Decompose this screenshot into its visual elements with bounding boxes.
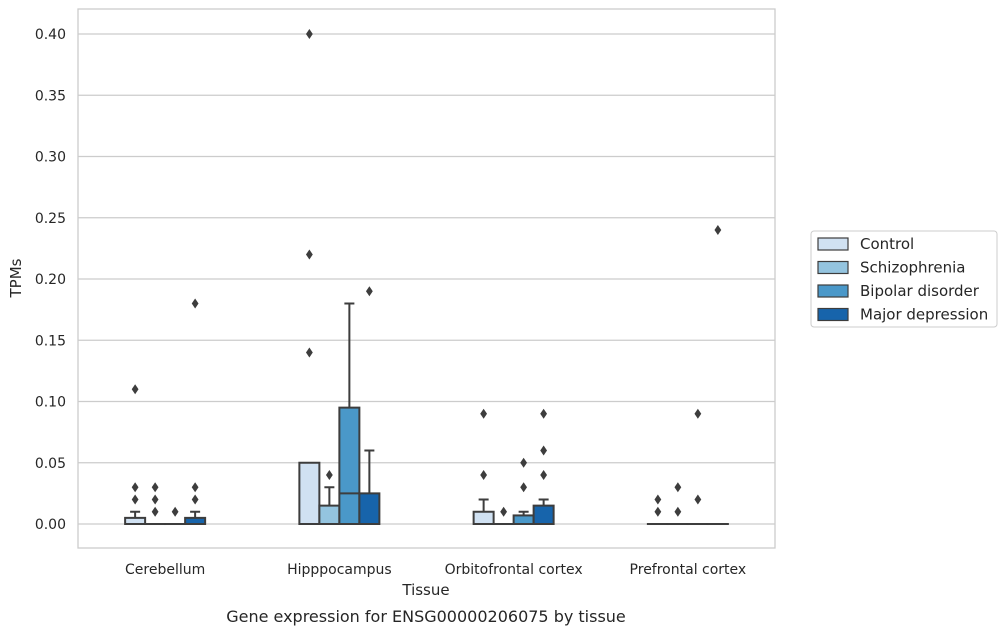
box-control — [298, 461, 321, 525]
chart-caption: Gene expression for ENSG00000206075 by t… — [226, 607, 626, 626]
box-series — [124, 302, 729, 526]
box-control — [472, 498, 495, 525]
legend-label: Control — [860, 235, 914, 253]
outlier-point — [480, 408, 488, 419]
outlier-point — [500, 506, 508, 517]
outlier-point — [540, 408, 548, 419]
outlier-point — [520, 457, 528, 468]
y-tick-label: 0.20 — [35, 272, 66, 288]
legend-swatch — [817, 237, 849, 251]
box-body — [512, 514, 535, 525]
outlier-point — [540, 470, 548, 480]
outlier-point — [674, 482, 682, 493]
legend-label: Major depression — [860, 306, 988, 324]
box-control — [124, 510, 147, 525]
outlier-point — [305, 347, 313, 358]
y-tick-label: 0.30 — [35, 150, 66, 166]
outlier-point — [305, 249, 313, 260]
y-tick-labels: 0.00 0.05 0.10 0.15 0.20 0.25 0.30 0.35 0.40 — [35, 27, 66, 533]
outlier-point — [305, 29, 313, 39]
outlier-point — [654, 494, 662, 505]
outlier-point — [151, 494, 159, 505]
box-body — [338, 406, 361, 525]
box-body — [472, 510, 495, 525]
y-tick-label: 0.05 — [35, 456, 66, 472]
outlier-point — [191, 494, 199, 505]
box-bipolar-disorder — [512, 510, 535, 525]
legend-swatch — [817, 284, 849, 298]
y-tick-label: 0.40 — [35, 27, 66, 43]
box-body — [298, 461, 321, 525]
box-major-depression — [358, 449, 381, 525]
outlier-point — [714, 225, 722, 235]
outlier-points — [131, 29, 722, 517]
outlier-point — [480, 470, 488, 480]
outlier-point — [540, 445, 548, 456]
outlier-point — [365, 286, 373, 297]
outlier-point — [151, 506, 159, 517]
y-tick-label: 0.25 — [35, 211, 66, 227]
outlier-point — [520, 482, 528, 493]
outlier-point — [674, 506, 682, 517]
x-tick-label: Hipppocampus — [287, 562, 392, 578]
outlier-point — [151, 482, 159, 493]
plot-frame — [77, 8, 776, 549]
outlier-point — [654, 506, 662, 517]
y-tick-label: 0.10 — [35, 395, 66, 411]
box-body — [358, 492, 381, 525]
box-schizophrenia — [318, 486, 341, 525]
box-major-depression — [532, 498, 555, 525]
box-major-depression — [184, 510, 207, 525]
outlier-point — [131, 482, 139, 493]
x-tick-label: Orbitofrontal cortex — [445, 562, 583, 578]
outlier-point — [131, 494, 139, 505]
legend-label: Schizophrenia — [860, 259, 965, 277]
x-tick-label: Cerebellum — [125, 562, 205, 578]
y-gridlines — [78, 33, 775, 525]
box-body — [532, 504, 555, 525]
outlier-point — [325, 470, 333, 480]
outlier-point — [694, 494, 702, 505]
x-axis-title: Tissue — [401, 581, 449, 599]
y-tick-label: 0.15 — [35, 333, 66, 349]
legend-swatch — [817, 307, 849, 322]
legend-label: Bipolar disorder — [860, 282, 980, 300]
y-tick-label: 0.35 — [35, 88, 66, 104]
y-axis-title: TPMs — [7, 258, 25, 298]
x-tick-label: Prefrontal cortex — [630, 562, 747, 578]
legend: Control Schizophrenia Bipolar disorder Majo… — [810, 230, 998, 328]
outlier-point — [131, 384, 139, 395]
legend-frame — [810, 230, 998, 328]
box-bipolar-disorder — [338, 302, 361, 525]
outlier-point — [191, 482, 199, 493]
legend-swatch — [817, 260, 849, 275]
x-tick-labels: Cerebellum Hipppocampus Orbitofrontal cort… — [125, 562, 746, 578]
y-tick-label: 0.00 — [35, 517, 66, 533]
outlier-point — [694, 408, 702, 419]
box-body — [318, 504, 341, 525]
outlier-point — [171, 506, 179, 517]
outlier-point — [191, 298, 199, 309]
